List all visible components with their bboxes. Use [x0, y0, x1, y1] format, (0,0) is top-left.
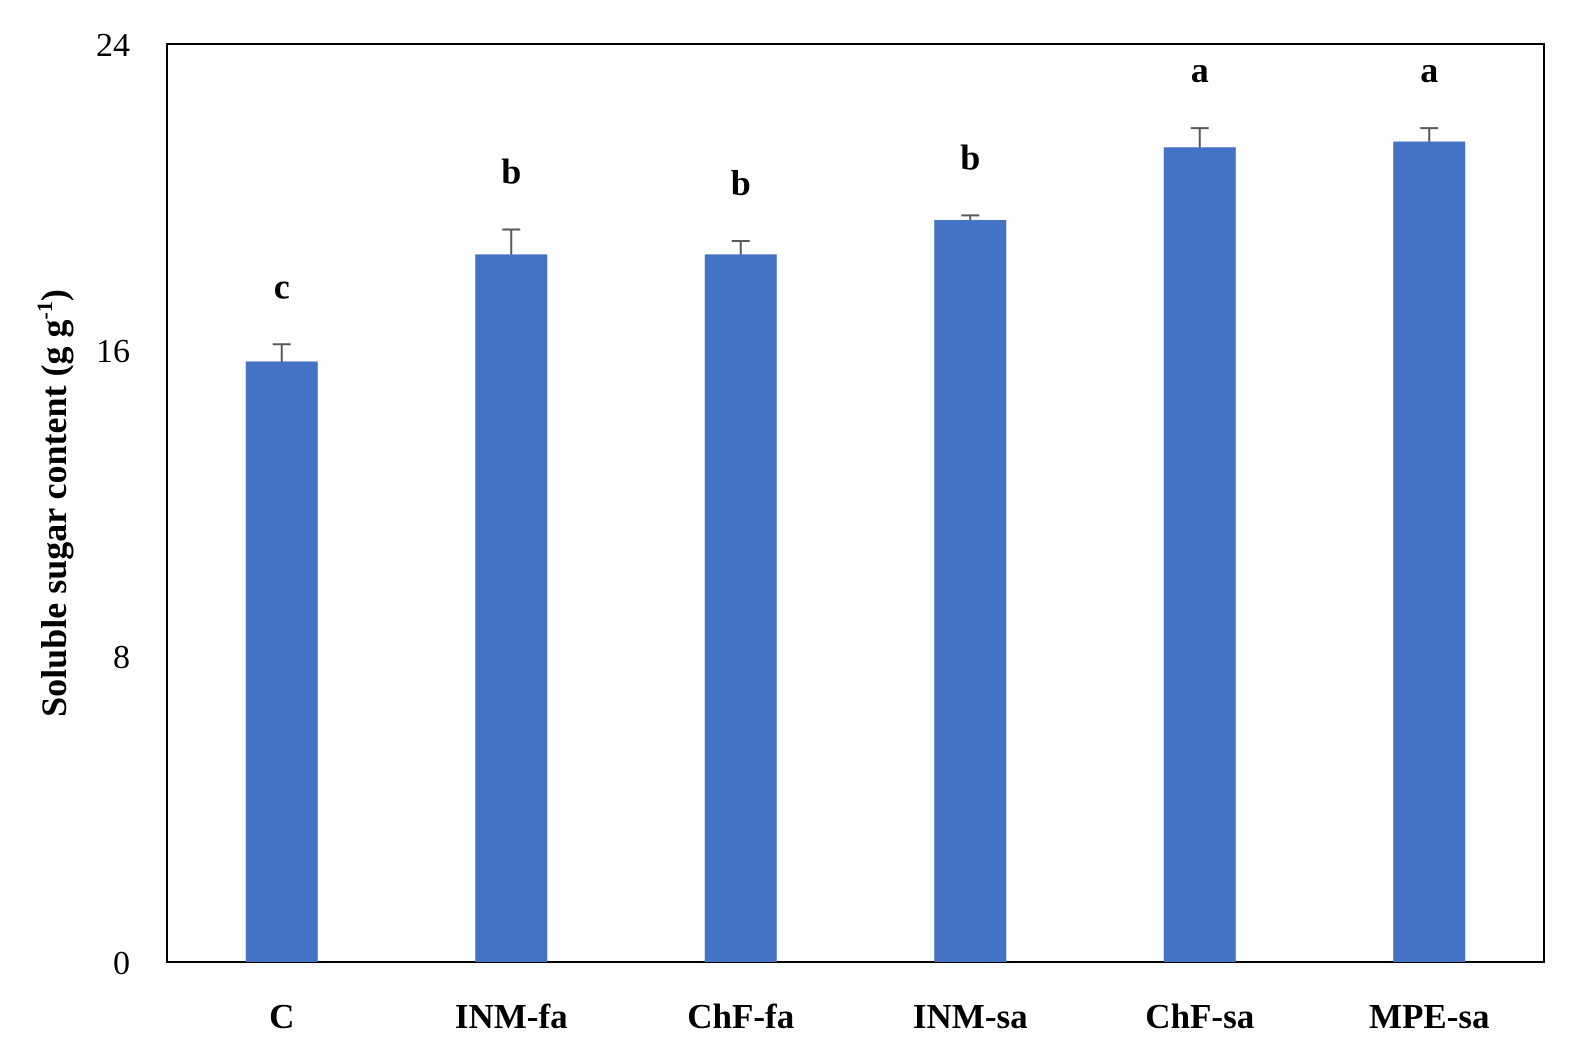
y-tick-label: 24	[96, 27, 130, 64]
bar	[1163, 147, 1236, 962]
x-axis-labels: C INM-fa ChF-fa INM-sa ChF-sa MPE-sa	[269, 997, 1489, 1036]
y-axis-title: Soluble sugar content (g g-1)	[32, 289, 74, 717]
bar	[934, 219, 1007, 962]
significance-letter: a	[1191, 50, 1209, 90]
bars-group: c b b b a a	[245, 50, 1466, 963]
y-axis-title-main: Soluble sugar content (g g	[34, 319, 74, 716]
significance-letter: c	[274, 266, 290, 306]
plot-frame	[166, 43, 1545, 963]
x-tick-label: INM-fa	[455, 997, 568, 1036]
x-tick-label: C	[269, 997, 294, 1036]
y-axis-ticks: 0 8 16 24	[96, 27, 130, 982]
y-axis-title-superscript: -1	[32, 301, 57, 319]
bar	[1393, 141, 1466, 963]
y-tick-label: 0	[113, 945, 130, 982]
bar	[475, 254, 548, 962]
bar	[245, 361, 318, 963]
significance-letter: b	[501, 152, 521, 192]
y-axis-title-end: )	[34, 289, 74, 301]
x-tick-label: INM-sa	[913, 997, 1028, 1036]
y-tick-label: 16	[96, 333, 130, 370]
x-tick-label: MPE-sa	[1369, 997, 1490, 1036]
significance-letter: b	[731, 163, 751, 203]
x-tick-label: ChF-fa	[687, 997, 794, 1036]
y-tick-label: 8	[113, 639, 130, 676]
x-tick-label: ChF-sa	[1145, 997, 1254, 1036]
significance-letter: a	[1420, 50, 1438, 90]
bar	[704, 254, 777, 962]
significance-letter: b	[960, 137, 980, 177]
